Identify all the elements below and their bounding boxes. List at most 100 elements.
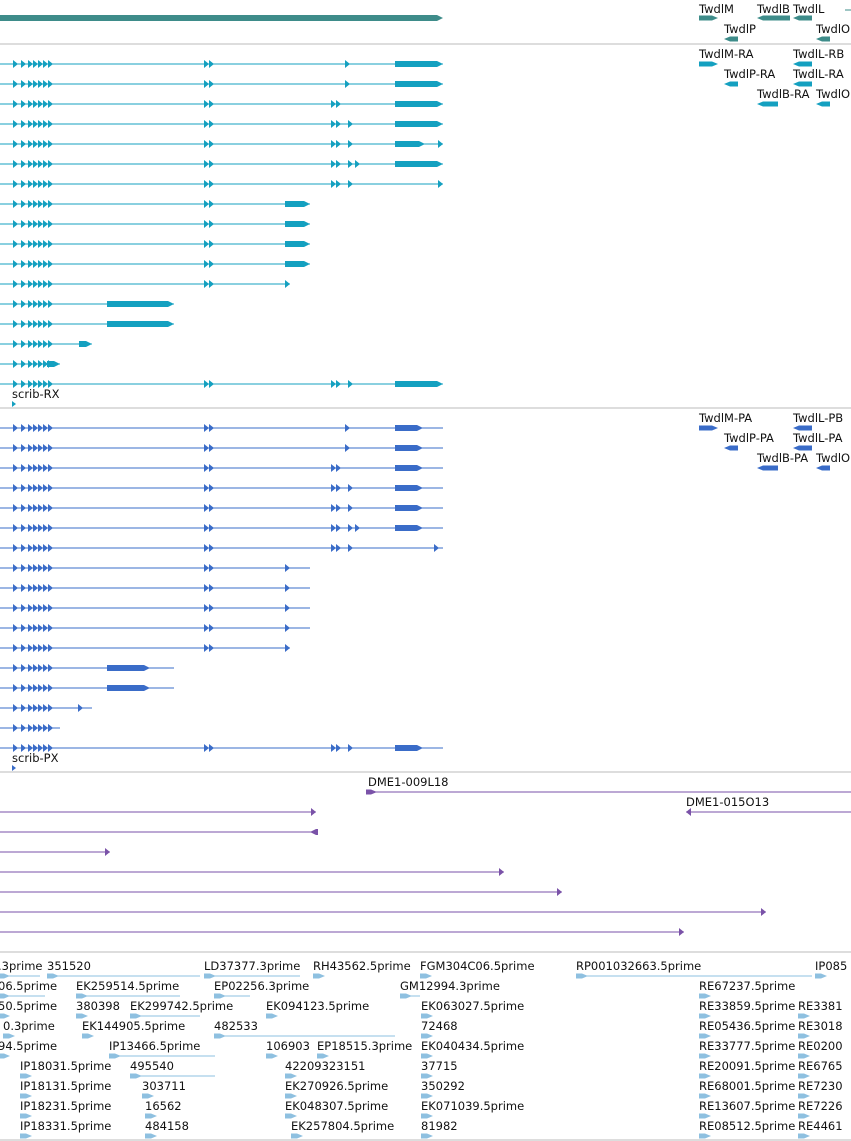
exon-block — [107, 301, 174, 307]
exon-arrow — [13, 60, 18, 68]
exon-arrow — [43, 120, 48, 128]
exon-arrow — [28, 380, 33, 388]
exon-arrow — [48, 300, 53, 308]
est-label: LD37377.3prime — [204, 959, 300, 973]
est-label: 94.5prime — [0, 1039, 57, 1053]
exon-arrow — [209, 220, 214, 228]
transcript-row[interactable] — [0, 260, 310, 268]
exon-arrow — [28, 444, 33, 452]
transcript-row[interactable] — [0, 60, 443, 68]
est-marker — [0, 1013, 10, 1019]
est-marker — [798, 1013, 810, 1019]
exon-block — [699, 425, 718, 431]
transcript-row[interactable] — [0, 604, 310, 612]
exon-arrow — [33, 240, 38, 248]
clone-row[interactable] — [0, 829, 318, 835]
transcript-row[interactable] — [0, 300, 174, 308]
transcript-row[interactable] — [0, 180, 443, 188]
est-label: RE3381 — [798, 999, 843, 1013]
transcript-row[interactable] — [0, 704, 92, 712]
exon-arrow — [28, 200, 33, 208]
exon-arrow — [13, 260, 18, 268]
transcript-row[interactable] — [0, 240, 310, 248]
transcript-row[interactable] — [0, 120, 443, 128]
exon-arrow — [204, 380, 209, 388]
clone-row[interactable] — [0, 928, 684, 936]
exon-arrow — [43, 240, 48, 248]
exon-block — [285, 261, 310, 267]
exon-arrow — [48, 524, 53, 532]
transcript-row[interactable] — [0, 340, 92, 348]
transcript-label-twdlm-ra: TwdlM-RA — [698, 47, 754, 61]
exon-arrow — [28, 280, 33, 288]
transcript-row[interactable] — [0, 140, 443, 148]
transcript-row[interactable] — [0, 100, 443, 108]
clone-row[interactable] — [0, 808, 316, 816]
transcript-row[interactable] — [0, 220, 310, 228]
exon-arrow — [28, 160, 33, 168]
exon-arrow — [209, 160, 214, 168]
exon-arrow — [28, 320, 33, 328]
transcript-row[interactable] — [0, 444, 443, 452]
est-marker — [699, 1053, 711, 1059]
exon-arrow — [21, 60, 26, 68]
transcript-row[interactable] — [0, 484, 443, 492]
transcript-row[interactable] — [0, 544, 443, 552]
exon-arrow — [13, 340, 18, 348]
exon-arrow — [48, 464, 53, 472]
exon-arrow — [28, 504, 33, 512]
transcript-row[interactable] — [0, 724, 60, 732]
exon-arrow — [348, 120, 353, 128]
exon-arrow — [48, 704, 53, 712]
exon-arrow — [348, 180, 353, 188]
exon-arrow — [204, 504, 209, 512]
exon-arrow — [38, 220, 43, 228]
transcript-row[interactable] — [0, 504, 443, 512]
exon-arrow — [28, 300, 33, 308]
exon-arrow — [48, 340, 53, 348]
exon-arrow — [209, 484, 214, 492]
transcript-row[interactable] — [0, 744, 443, 752]
transcript-row[interactable] — [0, 80, 443, 88]
transcript-row[interactable] — [0, 280, 290, 288]
exon-arrow — [43, 684, 48, 692]
est-label: 50.5prime — [0, 999, 57, 1013]
transcript-row[interactable] — [0, 380, 443, 388]
transcript-row[interactable] — [0, 320, 174, 328]
est-label: EK063027.5prime — [421, 999, 524, 1013]
clone-row[interactable] — [0, 888, 562, 896]
exon-arrow — [48, 604, 53, 612]
transcript-row[interactable] — [0, 160, 443, 168]
transcript-row[interactable] — [0, 644, 290, 652]
exon-arrow — [13, 300, 18, 308]
exon-arrow — [21, 300, 26, 308]
exon-arrow — [21, 280, 26, 288]
exon-arrow — [348, 484, 353, 492]
transcript-row[interactable] — [0, 424, 443, 432]
clone-end — [499, 868, 504, 876]
exon-arrow — [348, 504, 353, 512]
exon-arrow — [285, 564, 290, 572]
exon-arrow — [285, 644, 290, 652]
transcript-row[interactable] — [0, 684, 174, 692]
transcript-row[interactable] — [0, 360, 60, 368]
est-marker — [798, 1033, 810, 1039]
clone-row[interactable] — [0, 868, 504, 876]
clone-row[interactable] — [0, 848, 110, 856]
est-label: RE6765 — [798, 1059, 843, 1073]
transcript-row[interactable] — [0, 464, 443, 472]
exon-arrow — [28, 484, 33, 492]
exon-arrow — [38, 80, 43, 88]
exon-arrow — [204, 80, 209, 88]
exon-arrow — [21, 220, 26, 228]
transcript-row[interactable] — [0, 200, 310, 208]
transcript-row[interactable] — [0, 624, 310, 632]
clone-row[interactable] — [0, 908, 766, 916]
transcript-row[interactable] — [0, 584, 310, 592]
transcript-row[interactable] — [0, 524, 443, 532]
exon-arrow — [28, 360, 33, 368]
est-label: 350292 — [421, 1079, 465, 1093]
exon-arrow — [331, 380, 336, 388]
transcript-row[interactable] — [0, 564, 310, 572]
transcript-row[interactable] — [0, 664, 174, 672]
